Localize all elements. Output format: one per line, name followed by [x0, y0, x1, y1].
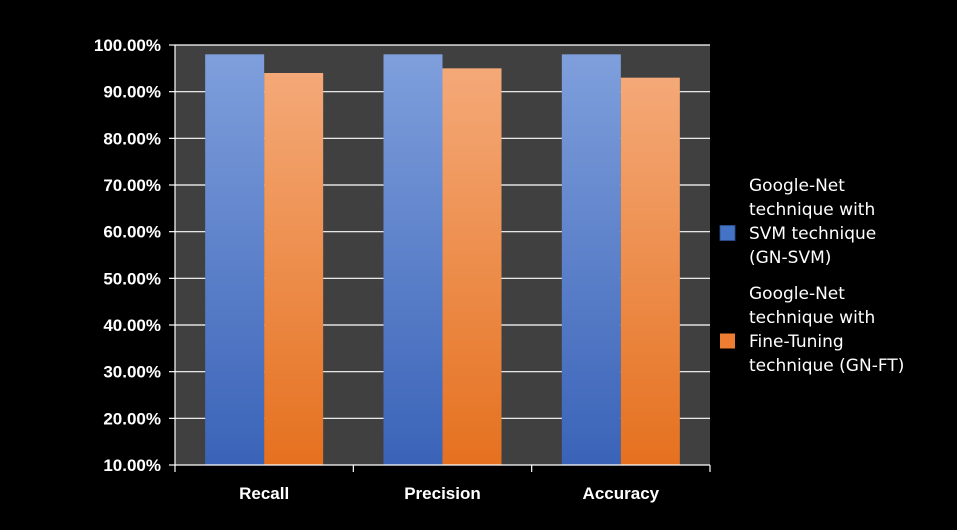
bar-gn-svm-precision	[383, 54, 443, 465]
legend-label-line: Google-Net	[749, 176, 845, 196]
x-category-label: Accuracy	[583, 484, 660, 503]
bars	[205, 54, 680, 466]
axes	[169, 44, 711, 472]
y-tick-label: 30.00%	[103, 363, 161, 382]
legend-label-line: Fine-Tuning	[749, 332, 844, 352]
legend-label-line: Google-Net	[749, 284, 845, 304]
bar-gn-ft-accuracy	[620, 77, 680, 466]
legend-swatch-gn-svm	[719, 225, 736, 241]
y-tick-label: 50.00%	[103, 269, 161, 288]
legend-swatch-gn-ft	[720, 333, 735, 349]
x-category-label: Recall	[239, 484, 289, 503]
y-tick-label: 70.00%	[103, 176, 161, 195]
legend-label-line: SVM technique	[749, 224, 876, 244]
legend-label-line: technique with	[749, 308, 875, 328]
y-tick-label: 80.00%	[103, 129, 161, 148]
y-tick-label: 90.00%	[103, 83, 161, 102]
legend-label-line: technique (GN-FT)	[749, 356, 904, 376]
bar-gn-svm-accuracy	[561, 54, 621, 465]
x-category-label: Precision	[404, 484, 481, 503]
bar-gn-ft-precision	[442, 68, 502, 465]
bar-gn-ft-recall	[264, 73, 324, 465]
y-tick-label: 100.00%	[94, 36, 161, 55]
x-tick-labels: Recall Precision Accuracy	[239, 484, 660, 503]
bar-gn-svm-recall	[205, 54, 265, 465]
y-tick-labels: 100.00% 90.00% 80.00% 70.00% 60.00% 50.00% 40.…	[94, 36, 161, 475]
y-tick-label: 10.00%	[103, 456, 161, 475]
legend-label-line: (GN-SVM)	[749, 248, 831, 268]
y-tick-label: 20.00%	[103, 409, 161, 428]
y-tick-label: 40.00%	[103, 316, 161, 335]
y-tick-label: 60.00%	[103, 223, 161, 242]
legend: Google-Net technique with SVM technique (GN…	[719, 176, 904, 376]
legend-label-line: technique with	[749, 200, 875, 220]
